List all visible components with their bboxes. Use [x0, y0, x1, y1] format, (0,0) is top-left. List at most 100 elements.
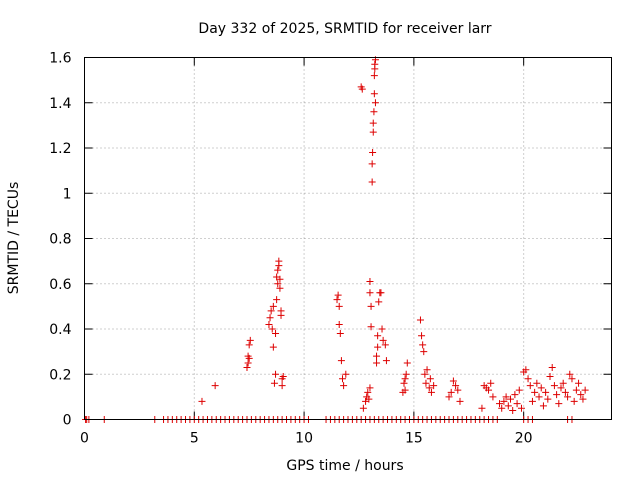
data-point-marker	[496, 400, 504, 408]
data-point-marker	[535, 393, 543, 401]
data-point-marker	[211, 382, 219, 390]
data-point-marker	[277, 311, 285, 319]
data-point-marker	[401, 375, 409, 383]
data-point-marker	[266, 314, 274, 322]
data-point-marker	[498, 404, 506, 412]
data-point-marker	[334, 291, 342, 299]
data-point-marker	[278, 382, 286, 390]
y-tick-label: 1.4	[49, 96, 71, 112]
data-point-marker	[513, 400, 521, 408]
data-point-marker	[572, 386, 580, 394]
data-point-marker	[557, 384, 565, 392]
data-point-marker	[577, 391, 585, 399]
data-point-marker	[378, 325, 386, 333]
data-point-marker	[275, 257, 283, 265]
data-point-marker	[243, 363, 251, 371]
data-point-marker	[371, 60, 379, 68]
data-point-marker	[272, 330, 280, 338]
data-point-marker	[366, 384, 374, 392]
data-point-marker	[365, 395, 373, 403]
y-tick-label: 1	[63, 186, 72, 202]
data-point-marker	[566, 370, 574, 378]
data-point-marker	[373, 359, 381, 367]
data-point-marker	[570, 397, 578, 405]
data-point-marker	[537, 384, 545, 392]
data-point-marker	[339, 375, 347, 383]
data-point-marker	[561, 388, 569, 396]
data-point-marker	[544, 395, 552, 403]
data-point-marker	[509, 406, 517, 414]
data-point-marker	[581, 386, 589, 394]
data-point-marker	[369, 119, 377, 127]
data-point-marker	[564, 393, 572, 401]
data-point-marker	[245, 341, 253, 349]
data-point-marker	[274, 280, 282, 288]
data-point-marker	[511, 391, 519, 399]
data-point-marker	[575, 379, 583, 387]
data-point-marker	[403, 359, 411, 367]
x-tick-label: 10	[295, 431, 313, 447]
x-tick-label: 0	[80, 431, 89, 447]
data-point-marker	[358, 85, 366, 93]
data-point-marker	[531, 388, 539, 396]
data-point-marker	[337, 357, 345, 365]
data-point-marker	[418, 332, 426, 340]
data-point-marker	[526, 382, 534, 390]
data-point-marker	[267, 307, 275, 315]
y-tick-label: 0.2	[49, 367, 71, 383]
data-point-marker	[382, 357, 390, 365]
tick-labels: 0 0.2 0.4 0.6 0.8 1 1.2 1.4 1.6 0 5 10 15 20	[49, 51, 532, 447]
data-point-marker	[449, 377, 457, 385]
data-point-marker	[559, 379, 567, 387]
data-point-marker	[246, 336, 254, 344]
data-point-marker	[366, 289, 374, 297]
data-point-marker	[369, 128, 377, 136]
data-point-marker	[364, 388, 372, 396]
data-point-marker	[373, 352, 381, 360]
data-point-marker	[369, 149, 377, 157]
data-point-marker	[279, 373, 287, 381]
data-point-marker	[487, 379, 495, 387]
data-point-marker	[270, 379, 278, 387]
data-point-marker	[502, 393, 510, 401]
data-point-marker	[542, 388, 550, 396]
grid-lines	[84, 57, 612, 420]
y-tick-label: 1.6	[49, 51, 71, 67]
chart-title: Day 332 of 2025, SRMTID for receiver lar…	[198, 21, 491, 37]
data-point-marker	[272, 370, 280, 378]
data-point-marker	[198, 397, 206, 405]
data-point-marker	[374, 343, 382, 351]
data-point-marker	[454, 386, 462, 394]
x-axis-label: GPS time / hours	[286, 458, 403, 474]
data-point-marker	[367, 323, 375, 331]
data-point-marker	[269, 302, 277, 310]
data-point-marker	[430, 382, 438, 390]
data-point-marker	[273, 296, 281, 304]
data-point-marker	[381, 341, 389, 349]
data-point-marker	[504, 402, 512, 410]
y-tick-label: 0	[63, 413, 72, 429]
data-point-marker	[524, 375, 532, 383]
y-tick-label: 1.2	[49, 141, 71, 157]
data-point-marker	[416, 316, 424, 324]
y-axis-label: SRMTID / TECUs	[6, 182, 22, 295]
data-point-marker	[342, 370, 350, 378]
data-point-marker	[568, 375, 576, 383]
data-point-marker	[419, 341, 427, 349]
data-point-marker	[539, 402, 547, 410]
x-tick-label: 15	[405, 431, 423, 447]
data-point-marker	[420, 348, 428, 356]
data-point-marker	[335, 302, 343, 310]
y-tick-label: 0.8	[49, 232, 71, 248]
data-point-marker	[370, 90, 378, 98]
data-point-marker	[370, 72, 378, 80]
data-point-marker	[553, 391, 561, 399]
data-point-marker	[368, 160, 376, 168]
data-point-marker	[401, 386, 409, 394]
data-point-marker	[423, 366, 431, 374]
data-point-marker	[506, 395, 514, 403]
data-point-marker	[422, 379, 430, 387]
data-point-marker	[427, 388, 435, 396]
data-point-marker	[359, 404, 367, 412]
